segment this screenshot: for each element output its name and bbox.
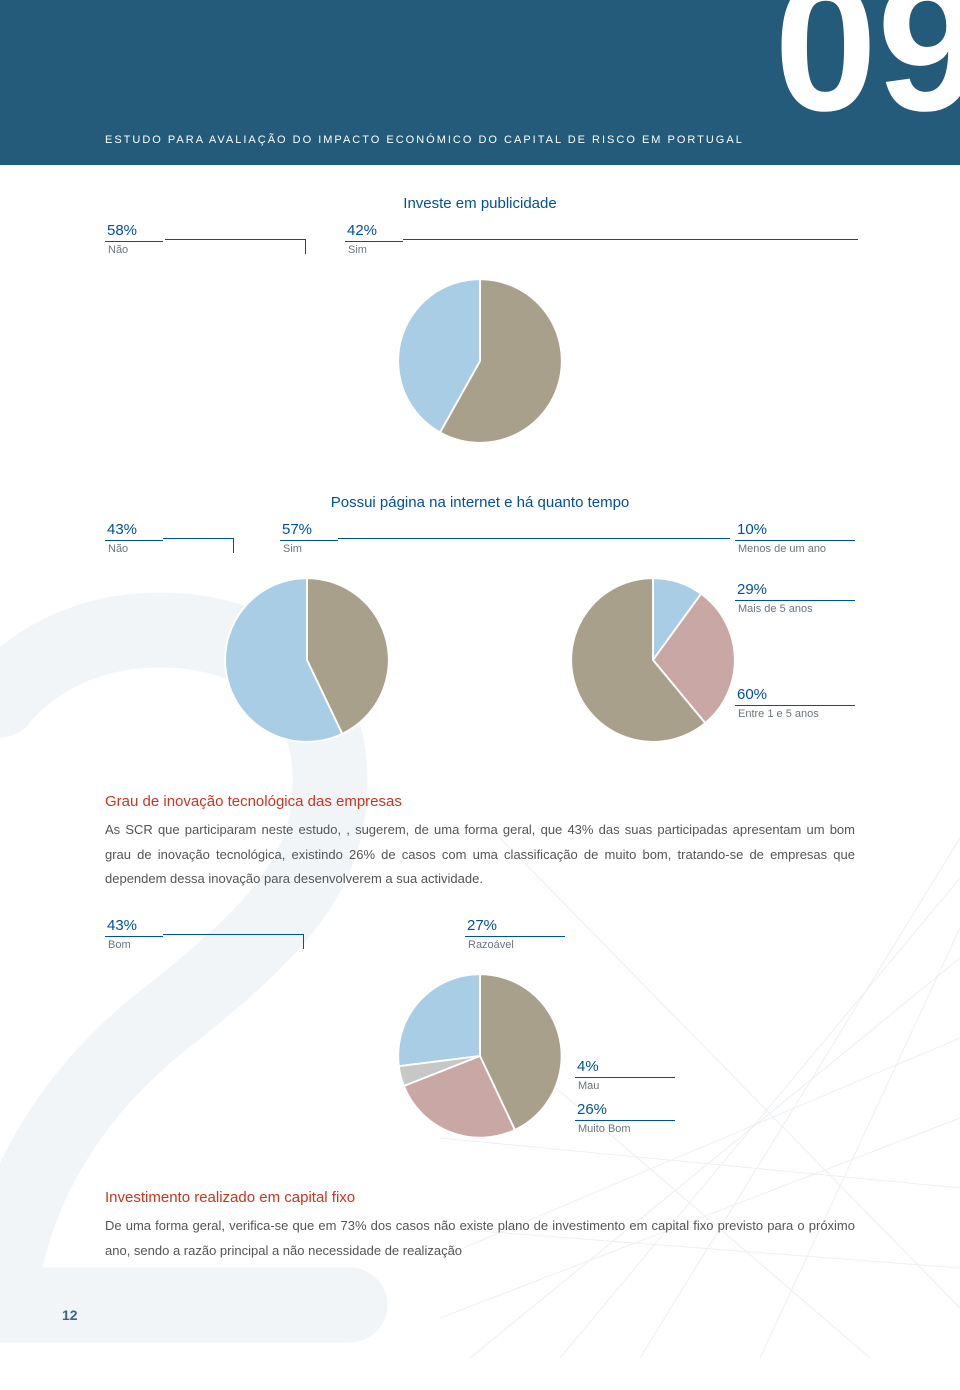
stat-bom-label: Bom (105, 937, 163, 951)
stat-nao-label: Não (105, 242, 163, 256)
stat-muitobom-pct: 26% (575, 1101, 675, 1121)
section-title: Grau de inovação tecnológica das empresa… (105, 793, 855, 810)
stat-sim-pct: 57% (280, 521, 338, 541)
stat-menos-ano-pct: 10% (735, 521, 855, 541)
chart-title: Possui página na internet e há quanto te… (105, 494, 855, 511)
chart-grau-inovacao: 43% Bom 27% Razoável 4% (105, 917, 855, 1149)
page-body: Investe em publicidade 58% Não 42% Sim P… (0, 165, 960, 1358)
stat-1a5-pct: 60% (735, 686, 855, 706)
chart-title: Investe em publicidade (105, 195, 855, 212)
stat-menos-ano-label: Menos de um ano (735, 541, 855, 555)
section-body: De uma forma geral, verifica-se que em 7… (105, 1214, 855, 1263)
pie-chart-publicidade (387, 268, 573, 454)
header-banner: ESTUDO PARA AVALIAÇÃO DO IMPACTO ECONÓMI… (0, 0, 960, 165)
section-investimento: Investimento realizado em capital fixo D… (105, 1189, 855, 1263)
stat-1a5-label: Entre 1 e 5 anos (735, 706, 855, 720)
stat-nao-label: Não (105, 541, 163, 555)
section-title: Investimento realizado em capital fixo (105, 1189, 855, 1206)
stat-sim-label: Sim (280, 541, 338, 555)
stat-sim-label: Sim (345, 242, 403, 256)
stat-mau-pct: 4% (575, 1058, 675, 1078)
section-inovacao: Grau de inovação tecnológica das empresa… (105, 793, 855, 892)
stat-nao-pct: 58% (105, 222, 163, 242)
stat-mais5-pct: 29% (735, 581, 855, 601)
chapter-number: 09 (774, 0, 960, 140)
document-subtitle: ESTUDO PARA AVALIAÇÃO DO IMPACTO ECONÓMI… (105, 134, 744, 146)
stat-mau-label: Mau (575, 1078, 675, 1092)
stat-razoavel-pct: 27% (465, 917, 565, 937)
stat-razoavel-label: Razoável (465, 937, 565, 951)
stat-mais5-label: Mais de 5 anos (735, 601, 855, 615)
pie-tempo (560, 567, 746, 753)
pie-sim-nao (214, 567, 400, 753)
chart-pagina-internet: Possui página na internet e há quanto te… (105, 494, 855, 753)
stat-muitobom-label: Muito Bom (575, 1121, 675, 1135)
stat-bom-pct: 43% (105, 917, 163, 937)
stat-sim-pct: 42% (345, 222, 403, 242)
page-number: 12 (62, 1307, 78, 1323)
pie-inovacao (387, 963, 573, 1149)
stat-nao-pct: 43% (105, 521, 163, 541)
section-body: As SCR que participaram neste estudo, , … (105, 818, 855, 892)
chart-investe-publicidade: Investe em publicidade 58% Não 42% Sim (105, 195, 855, 454)
